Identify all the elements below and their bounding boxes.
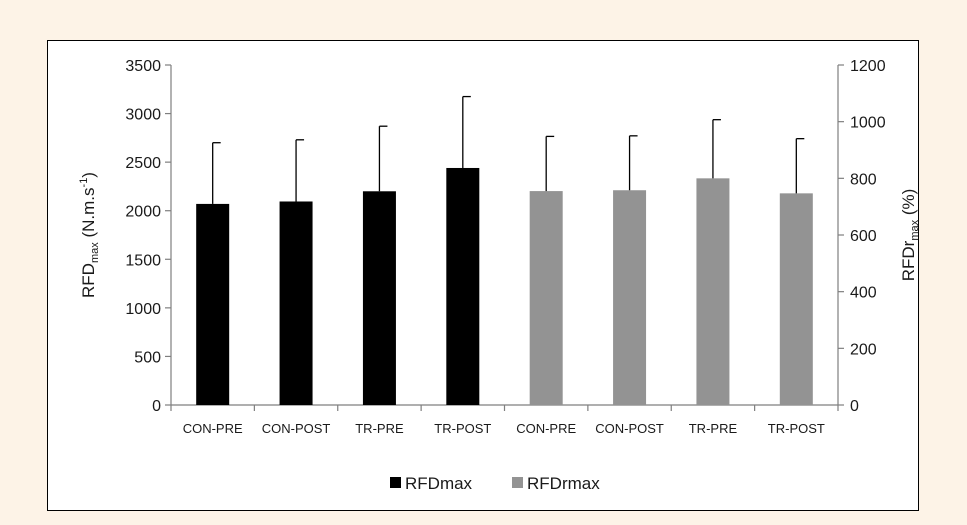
category-label: TR-POST (434, 421, 491, 436)
bar-rfdrmax (613, 190, 647, 405)
legend: RFDmax RFDrmax (390, 474, 600, 493)
legend-swatch (390, 477, 401, 488)
right-tick-label: 1200 (850, 58, 886, 75)
category-label: CON-PRE (183, 421, 243, 436)
chart-svg: 0 500 1000 1500 2000 2500 3000 3500 0 200 400 600 80… (78, 58, 920, 493)
axes-layer: 0 500 1000 1500 2000 2500 3000 3500 0 200 400 600 80… (78, 58, 920, 436)
chart-frame: 0 500 1000 1500 2000 2500 3000 3500 0 200 400 600 80… (47, 40, 920, 511)
left-tick-label: 1000 (125, 301, 161, 318)
right-tick-label: 400 (850, 285, 877, 302)
category-label: TR-PRE (689, 421, 738, 436)
left-tick-label: 0 (152, 398, 161, 415)
category-label: CON-POST (262, 421, 331, 436)
bar-rfdmax (279, 201, 313, 405)
bar-rfdmax (362, 191, 396, 405)
bar-rfdrmax (696, 178, 730, 405)
left-tick-label: 500 (134, 349, 161, 366)
category-label: TR-POST (768, 421, 825, 436)
bars-layer (196, 95, 813, 405)
right-tick-label: 1000 (850, 115, 886, 132)
left-tick-label: 3500 (125, 58, 161, 75)
right-tick-label: 0 (850, 398, 859, 415)
legend-swatch (512, 477, 523, 488)
left-tick-label: 2500 (125, 155, 161, 172)
bar-rfdmax (446, 167, 480, 405)
left-tick-label: 2000 (125, 204, 161, 221)
right-tick-label: 200 (850, 341, 877, 358)
left-axis-title: RFDmax (N.m.s-1) (78, 172, 101, 298)
legend-label: RFDrmax (527, 474, 600, 493)
category-label: CON-POST (595, 421, 664, 436)
category-label: TR-PRE (355, 421, 404, 436)
legend-label: RFDmax (405, 474, 473, 493)
bar-rfdrmax (779, 193, 813, 405)
bar-rfdmax (196, 203, 230, 405)
right-axis-title: RFDrmax (%) (899, 189, 920, 282)
right-tick-label: 600 (850, 228, 877, 245)
category-label: CON-PRE (516, 421, 576, 436)
bar-rfdrmax (529, 191, 563, 405)
left-tick-label: 1500 (125, 252, 161, 269)
left-tick-label: 3000 (125, 107, 161, 124)
right-tick-label: 800 (850, 171, 877, 188)
